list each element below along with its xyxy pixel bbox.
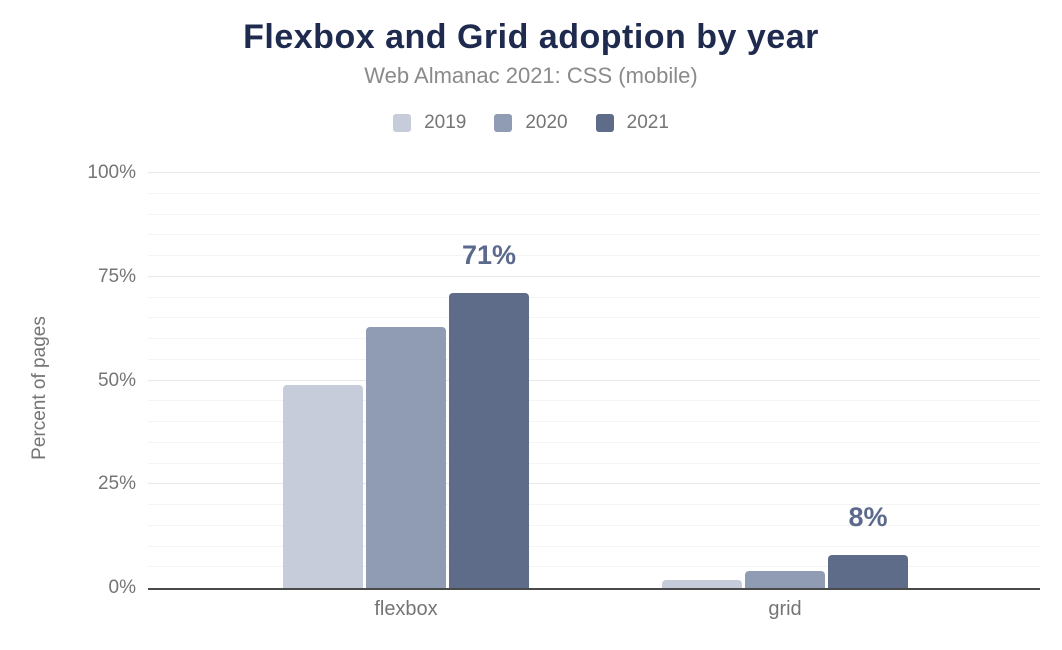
legend-swatch-2021 bbox=[595, 114, 614, 132]
legend-label: 2020 bbox=[525, 112, 568, 133]
legend: 2019 2020 2021 bbox=[0, 110, 1062, 136]
gridline-55 bbox=[148, 358, 1040, 360]
y-tick-100%: 100% bbox=[87, 162, 136, 183]
legend-item-2019[interactable]: 2019 bbox=[393, 112, 466, 134]
gridline-75 bbox=[148, 275, 1040, 277]
bar-grid-2020[interactable] bbox=[745, 571, 825, 588]
y-tick-75%: 75% bbox=[97, 265, 136, 287]
gridline-85 bbox=[148, 234, 1040, 236]
x-category-label-grid: grid bbox=[768, 598, 802, 620]
legend-item-2020[interactable]: 2020 bbox=[494, 112, 568, 134]
gridline-60 bbox=[148, 338, 1040, 339]
gridline-100 bbox=[148, 172, 1040, 173]
gridline-10 bbox=[148, 545, 1040, 547]
legend-swatch-2019 bbox=[393, 114, 412, 132]
gridline-20 bbox=[148, 504, 1040, 505]
bar-flexbox-2019[interactable] bbox=[283, 384, 363, 588]
bar-flexbox-2021[interactable]: 71% bbox=[449, 240, 529, 588]
bar-group-grid: 8% grid bbox=[662, 173, 908, 620]
data-label-flexbox-2021: 71% bbox=[461, 240, 517, 271]
chart-subtitle: Web Almanac 2021: CSS (mobile) bbox=[364, 63, 698, 88]
bar-grid-2021[interactable]: 8% bbox=[828, 502, 908, 588]
data-label-grid-2021: 8% bbox=[848, 501, 888, 532]
bar-grid-2019[interactable] bbox=[662, 579, 742, 588]
chart-title: Flexbox and Grid adoption by year bbox=[243, 18, 819, 56]
plot-area: 71% flexbox 8% grid bbox=[148, 172, 1040, 620]
y-tick-50%: 50% bbox=[97, 369, 136, 391]
gridline-90 bbox=[148, 213, 1040, 215]
gridline-15 bbox=[148, 524, 1040, 526]
gridline-65 bbox=[148, 317, 1040, 319]
y-tick-0%: 0% bbox=[108, 577, 136, 598]
gridline-80 bbox=[148, 255, 1040, 256]
gridline-40 bbox=[148, 421, 1040, 422]
legend-label: 2019 bbox=[424, 112, 467, 133]
bar-group-flexbox: 71% flexbox bbox=[283, 173, 529, 620]
gridline-25 bbox=[148, 483, 1040, 485]
gridline-45 bbox=[148, 400, 1040, 402]
x-category-label-flexbox: flexbox bbox=[374, 598, 438, 620]
gridline-35 bbox=[148, 441, 1040, 443]
legend-label: 2021 bbox=[626, 112, 669, 133]
y-tick-25%: 25% bbox=[97, 473, 136, 495]
gridline-30 bbox=[148, 462, 1040, 464]
gridline-50 bbox=[148, 379, 1040, 381]
gridline-5 bbox=[148, 566, 1040, 568]
bar-flexbox-2020[interactable] bbox=[366, 326, 446, 588]
gridline-70 bbox=[148, 296, 1040, 298]
legend-item-2021[interactable]: 2021 bbox=[595, 112, 669, 134]
legend-swatch-2020 bbox=[494, 114, 513, 132]
gridline-95 bbox=[148, 192, 1040, 194]
